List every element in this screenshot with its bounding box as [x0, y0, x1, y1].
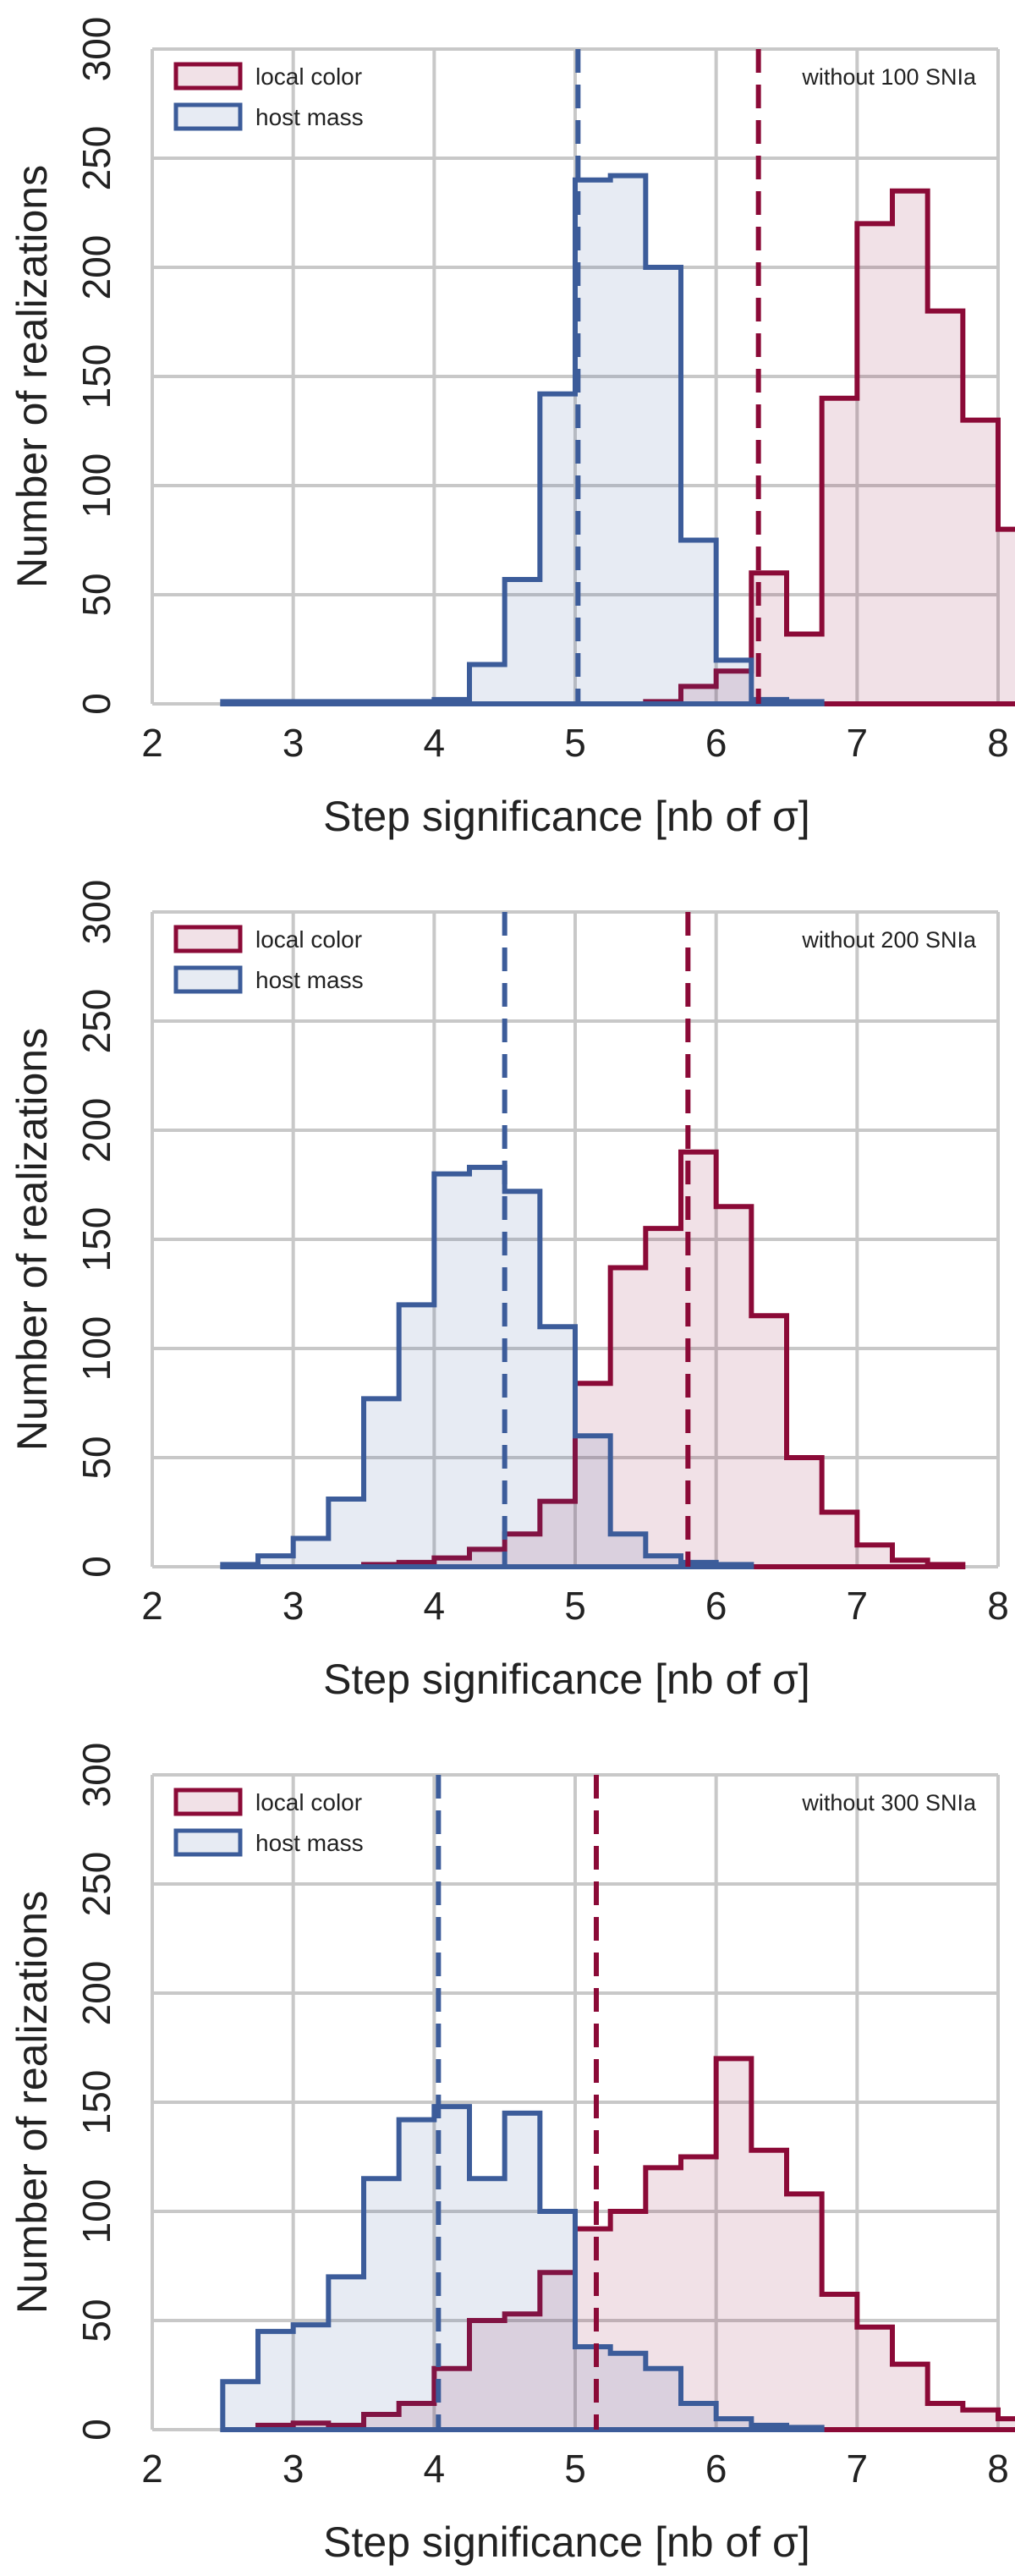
- panel-annotation: without 100 SNIa: [801, 64, 977, 90]
- y-tick-label: 300: [74, 1743, 118, 1808]
- x-tick-label: 3: [283, 721, 304, 765]
- x-tick-label: 3: [283, 1584, 304, 1628]
- x-tick-label: 2: [141, 1584, 163, 1628]
- panel-annotation: without 200 SNIa: [801, 927, 977, 953]
- x-tick-label: 6: [705, 721, 727, 765]
- y-tick-label: 50: [74, 573, 118, 616]
- y-axis-label: Number of realizations: [8, 1891, 56, 2314]
- y-tick-label: 200: [74, 1098, 118, 1163]
- x-axis-label: Step significance [nb of σ]: [323, 1656, 810, 1703]
- x-tick-label: 4: [424, 721, 446, 765]
- legend-label-local-color: local color: [255, 1789, 362, 1815]
- x-tick-label: 7: [847, 1584, 869, 1628]
- local-color-histogram: [361, 1149, 966, 1569]
- x-axis-label: Step significance [nb of σ]: [323, 793, 810, 840]
- x-tick-label: 5: [564, 2447, 586, 2491]
- host-mass-histogram: [220, 173, 825, 706]
- x-axis-label: Step significance [nb of σ]: [323, 2518, 810, 2566]
- y-tick-label: 0: [74, 693, 118, 715]
- legend-swatch-host-mass: [173, 1828, 243, 1857]
- y-tick-label: 200: [74, 1961, 118, 2026]
- x-tick-label: 3: [283, 2447, 304, 2491]
- chart-panel-2: 2 3 4 5 6 7 8 0 50 100 150 200 250 300 Step significan…: [8, 880, 1009, 1703]
- x-tick-label: 4: [424, 1584, 446, 1628]
- y-tick-label: 250: [74, 126, 118, 191]
- x-tick-label: 4: [424, 2447, 446, 2491]
- legend-swatch-host-mass: [173, 102, 243, 131]
- legend-label-host-mass: host mass: [255, 104, 364, 130]
- y-tick-label: 50: [74, 1436, 118, 1479]
- y-tick-label: 250: [74, 1852, 118, 1917]
- y-tick-label: 150: [74, 1207, 118, 1272]
- legend-label-host-mass: host mass: [255, 967, 364, 993]
- y-tick-label: 150: [74, 344, 118, 409]
- y-tick-label: 150: [74, 2070, 118, 2135]
- legend-swatch-host-mass: [173, 965, 243, 994]
- x-tick-label: 2: [141, 2447, 163, 2491]
- x-tick-label: 7: [847, 2447, 869, 2491]
- legend-swatch-local-color: [173, 62, 243, 91]
- y-tick-label: 250: [74, 989, 118, 1054]
- y-tick-label: 0: [74, 2419, 118, 2441]
- y-axis-label: Number of realizations: [8, 165, 56, 588]
- local-color-histogram: [643, 188, 1015, 706]
- host-mass-histogram: [220, 2104, 825, 2432]
- y-tick-label: 0: [74, 1556, 118, 1578]
- x-tick-label: 8: [987, 2447, 1009, 2491]
- y-tick-label: 300: [74, 17, 118, 82]
- x-tick-label: 8: [987, 1584, 1009, 1628]
- x-tick-label: 6: [705, 1584, 727, 1628]
- legend-label-local-color: local color: [255, 63, 362, 90]
- host-mass-histogram-fill: [222, 175, 822, 704]
- x-tick-label: 6: [705, 2447, 727, 2491]
- chart-panel-1: 2 3 4 5 6 7 8 0 50 100 150 200 250 300 Step significan…: [8, 17, 1015, 840]
- local-color-histogram-fill: [258, 2058, 1015, 2430]
- local-color-histogram-fill: [645, 190, 1015, 704]
- y-tick-label: 100: [74, 2179, 118, 2244]
- y-tick-label: 300: [74, 880, 118, 945]
- legend-swatch-local-color: [173, 1788, 243, 1816]
- legend-swatch-local-color: [173, 925, 243, 953]
- y-tick-label: 100: [74, 1316, 118, 1381]
- x-tick-label: 5: [564, 721, 586, 765]
- y-tick-label: 100: [74, 453, 118, 519]
- y-tick-label: 50: [74, 2299, 118, 2342]
- host-mass-histogram-fill: [222, 1167, 752, 1567]
- x-tick-label: 8: [987, 721, 1009, 765]
- host-mass-histogram-fill: [222, 2106, 822, 2430]
- legend-label-host-mass: host mass: [255, 1830, 364, 1856]
- y-axis-label: Number of realizations: [8, 1028, 56, 1451]
- local-color-histogram-fill: [364, 1151, 963, 1567]
- local-color-histogram: [255, 2056, 1015, 2432]
- panel-annotation: without 300 SNIa: [801, 1790, 977, 1815]
- x-tick-label: 2: [141, 721, 163, 765]
- legend-label-local-color: local color: [255, 926, 362, 953]
- y-tick-label: 200: [74, 235, 118, 300]
- chart-panel-3: 2 3 4 5 6 7 8 0 50 100 150 200 250 300 Step significan…: [8, 1743, 1015, 2566]
- x-tick-label: 5: [564, 1584, 586, 1628]
- x-tick-label: 7: [847, 721, 869, 765]
